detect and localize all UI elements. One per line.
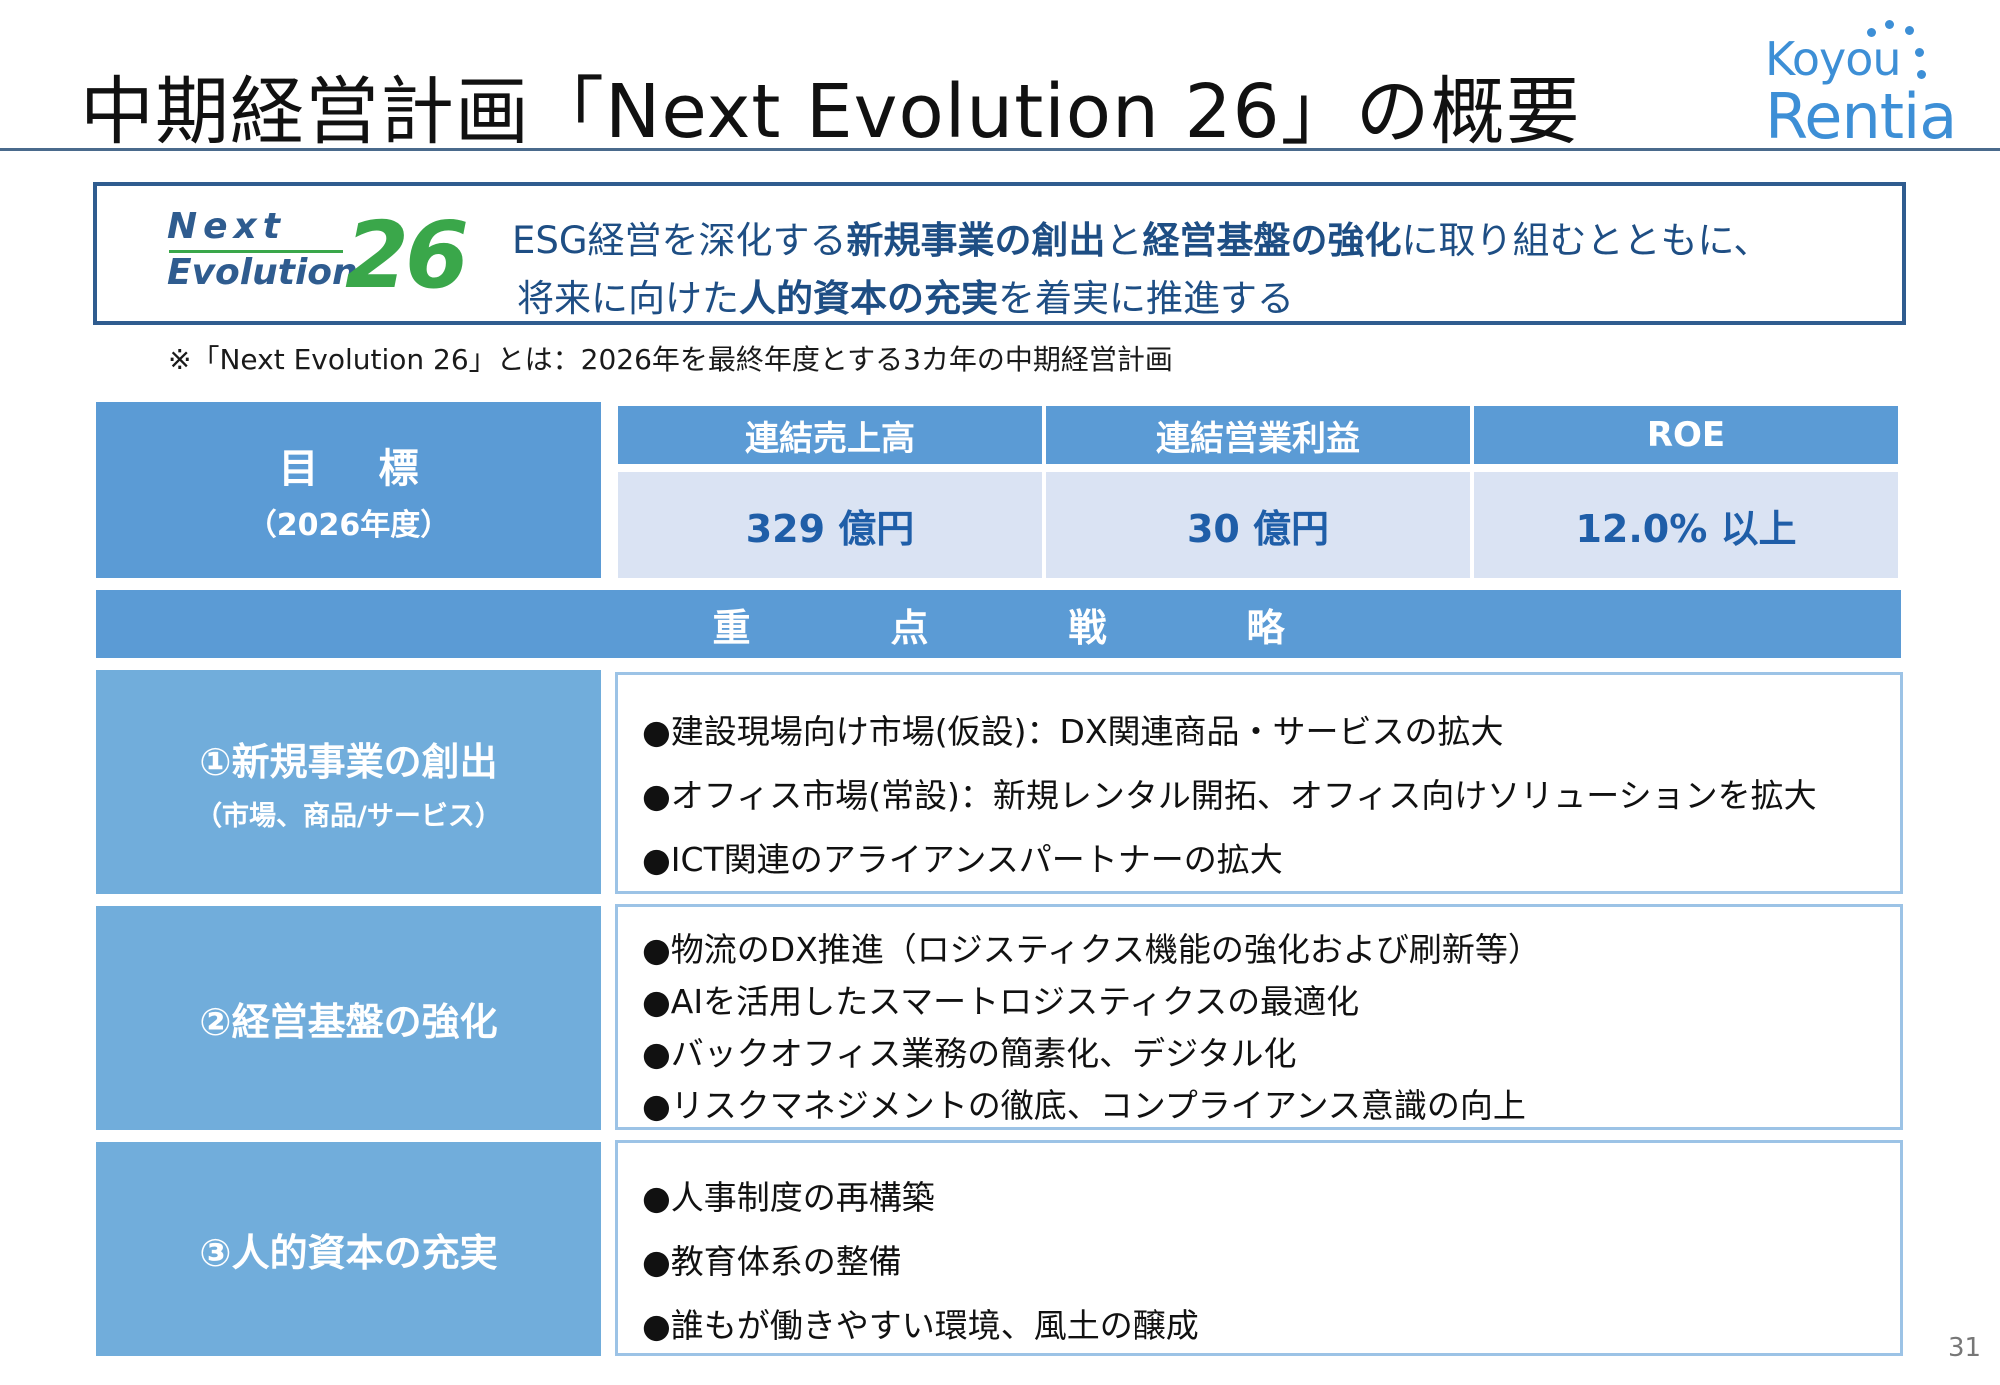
logo-number-text: 26: [345, 202, 469, 309]
logo-dot: [1867, 28, 1876, 37]
targets-sublabel: （2026年度）: [246, 508, 451, 543]
vision-text-emphasis: 経営基盤の強化: [1142, 219, 1402, 262]
vision-line-2: 将来に向けた人的資本の充実を着実に推進する: [517, 268, 1294, 322]
strategy-label-main: ③人的資本の充実: [199, 1230, 498, 1275]
strategy-details-human-capital: ●人事制度の再構築 ●教育体系の整備 ●誰もが働きやすい環境、風土の醸成: [615, 1140, 1903, 1356]
vision-line-1: ESG経営を深化する新規事業の創出と経営基盤の強化に取り組むとともに、: [512, 210, 1770, 264]
logo-dot: [1905, 26, 1914, 35]
strategy-label-sub: （市場、商品/サービス）: [195, 801, 502, 832]
plan-footnote: ※「Next Evolution 26」とは：2026年を最終年度とする3カ年の…: [168, 343, 1173, 376]
company-logo: Koyou Rentia: [1765, 18, 1965, 153]
logo-dot: [1915, 48, 1924, 57]
strategy-item: ●建設現場向け市場(仮設)：DX関連商品・サービスの拡大: [642, 712, 1504, 751]
logo-text-koyou: Koyou: [1765, 32, 1902, 86]
vision-text-segment: ESG経営を深化する: [512, 219, 847, 262]
page-title: 中期経営計画「Next Evolution 26」の概要: [80, 69, 1581, 155]
strategy-label-main: ②経営基盤の強化: [199, 999, 498, 1044]
strategy-item: ●AIを活用したスマートロジスティクスの最適化: [642, 982, 1360, 1021]
vision-text-segment: と: [1105, 219, 1143, 262]
vision-text-emphasis: 人的資本の充実: [739, 277, 998, 320]
next-evolution-logo: Next Evolution 26: [167, 202, 469, 309]
strategy-item: ●バックオフィス業務の簡素化、デジタル化: [642, 1034, 1297, 1073]
vision-text-segment: 将来に向けた: [517, 277, 739, 320]
logo-evolution-text: Evolution: [167, 252, 358, 293]
strategy-label-human-capital: ③人的資本の充実: [96, 1142, 601, 1356]
kpi-header-roe: ROE: [1474, 406, 1898, 464]
page-number: 31: [1948, 1333, 1982, 1363]
logo-underline: [169, 250, 343, 253]
strategy-item: ●誰もが働きやすい環境、風土の醸成: [642, 1306, 1199, 1345]
strategy-item: ●教育体系の整備: [642, 1242, 902, 1281]
strategy-label-management-foundation: ②経営基盤の強化: [96, 906, 601, 1130]
kpi-header-operating-profit: 連結営業利益: [1046, 406, 1470, 464]
logo-text-rentia: Rentia: [1765, 80, 1957, 153]
vision-text-segment: を着実に推進する: [998, 277, 1294, 320]
vision-text-emphasis: 新規事業の創出: [846, 219, 1106, 262]
kpi-value-sales: 329 億円: [618, 472, 1042, 578]
targets-label: 目標: [278, 446, 479, 492]
vision-box: Next Evolution 26 ESG経営を深化する新規事業の創出と経営基盤…: [93, 182, 1906, 325]
strategy-band-char: 点: [890, 605, 929, 650]
strategy-details-management-foundation: ●物流のDX推進（ロジスティクス機能の強化および刷新等） ●AIを活用したスマー…: [615, 904, 1903, 1130]
strategy-band-char: 戦: [1068, 605, 1107, 650]
strategy-band-char: 重: [712, 605, 751, 650]
title-divider: [0, 148, 2000, 151]
strategy-item: ●物流のDX推進（ロジスティクス機能の強化および刷新等）: [642, 930, 1541, 969]
targets-label-cell: 目標 （2026年度）: [96, 402, 601, 578]
strategy-label-main: ①新規事業の創出: [199, 740, 498, 784]
strategy-item: ●オフィス市場(常設)：新規レンタル開拓、オフィス向けソリューションを拡大: [642, 776, 1817, 815]
kpi-value-roe: 12.0% 以上: [1474, 472, 1898, 578]
kpi-value-operating-profit: 30 億円: [1046, 472, 1470, 578]
logo-dot: [1917, 70, 1926, 79]
kpi-header-sales: 連結売上高: [618, 406, 1042, 464]
strategy-item: ●リスクマネジメントの徹底、コンプライアンス意識の向上: [642, 1086, 1526, 1125]
strategy-item: ●ICT関連のアライアンスパートナーの拡大: [642, 840, 1283, 879]
strategy-item: ●人事制度の再構築: [642, 1178, 935, 1217]
logo-dot: [1885, 20, 1894, 29]
logo-next-text: Next: [167, 206, 286, 247]
key-strategy-band: 重 点 戦 略: [96, 590, 1901, 658]
strategy-label-new-business: ①新規事業の創出 （市場、商品/サービス）: [96, 670, 601, 894]
vision-text-segment: に取り組むとともに、: [1401, 219, 1771, 262]
strategy-details-new-business: ●建設現場向け市場(仮設)：DX関連商品・サービスの拡大 ●オフィス市場(常設)…: [615, 672, 1903, 894]
strategy-band-char: 略: [1246, 605, 1285, 650]
